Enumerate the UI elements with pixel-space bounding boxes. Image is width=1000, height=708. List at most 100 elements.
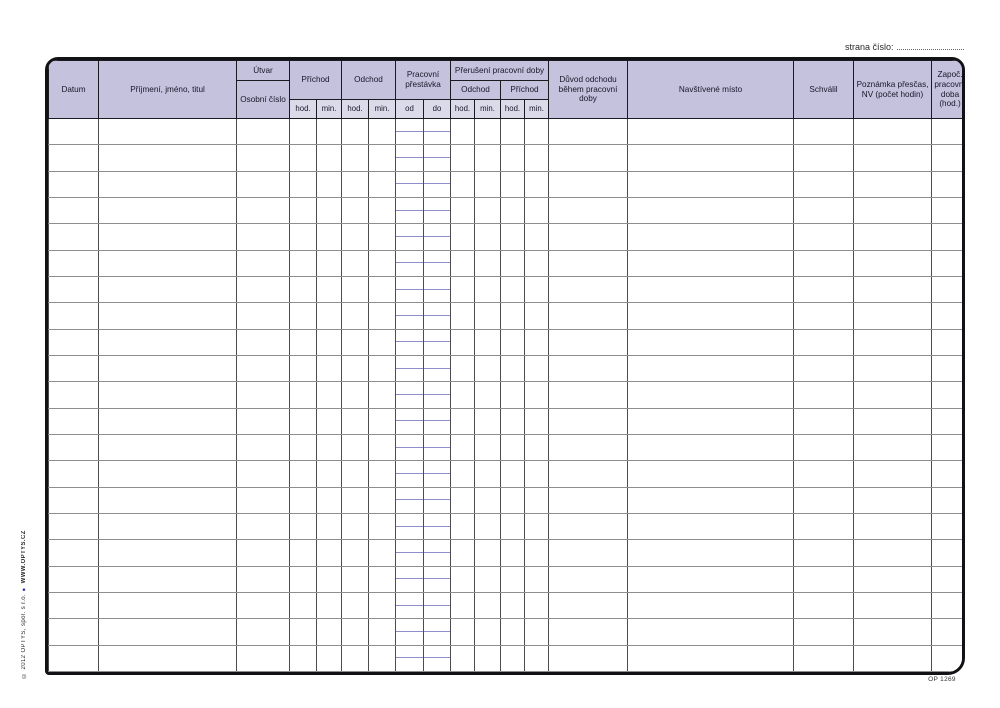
cell-preruseni-odchod-min bbox=[474, 223, 501, 251]
cell-schvalil bbox=[793, 644, 855, 672]
cell-duvod bbox=[548, 460, 629, 488]
cell-prichod-min bbox=[316, 433, 342, 462]
form-code: OP 1269 bbox=[928, 676, 956, 683]
cell-poznamka bbox=[853, 302, 933, 330]
cell-duvod bbox=[548, 117, 629, 146]
cell-preruseni-odchod-min bbox=[474, 460, 501, 488]
cell-prestavka-od bbox=[395, 381, 424, 409]
subcol-preruseni-odchod-min: min. bbox=[474, 99, 501, 119]
cell-preruseni-odchod-min bbox=[474, 381, 501, 409]
cell-zapoc bbox=[931, 486, 962, 514]
cell-preruseni-odchod-min bbox=[474, 354, 501, 383]
break-split-lines bbox=[396, 172, 423, 197]
cell-odchod-min bbox=[368, 460, 396, 488]
cell-prestavka-od bbox=[395, 512, 424, 541]
table-row bbox=[48, 618, 962, 646]
cell-zapoc bbox=[931, 196, 962, 225]
cell-preruseni-odchod-hod bbox=[450, 512, 475, 541]
cell-datum bbox=[48, 433, 99, 462]
attendance-table: Datum Příjmení, jméno, titul Útvar Přích… bbox=[48, 60, 962, 672]
cell-zapoc bbox=[931, 302, 962, 330]
cell-poznamka bbox=[853, 249, 933, 277]
break-split-lines bbox=[424, 145, 450, 170]
cell-poznamka bbox=[853, 196, 933, 225]
cell-odchod-min bbox=[368, 249, 396, 277]
cell-misto bbox=[627, 170, 795, 198]
table-row bbox=[48, 196, 962, 225]
cell-prichod-min bbox=[316, 354, 342, 383]
cell-prichod-hod bbox=[289, 381, 317, 409]
cell-preruseni-prichod-min bbox=[523, 407, 550, 435]
cell-preruseni-odchod-min bbox=[474, 433, 501, 462]
imprint-bullet-icon: ● bbox=[21, 585, 27, 592]
cell-duvod bbox=[548, 644, 629, 672]
cell-preruseni-prichod-hod bbox=[500, 275, 525, 304]
cell-odchod-hod bbox=[341, 460, 369, 488]
cell-preruseni-odchod-hod bbox=[450, 170, 475, 198]
cell-schvalil bbox=[793, 328, 855, 356]
cell-odchod-hod bbox=[341, 223, 369, 251]
cell-prestavka-do bbox=[423, 381, 451, 409]
cell-zapoc bbox=[931, 381, 962, 409]
cell-preruseni-prichod-hod bbox=[500, 512, 525, 541]
col-header-preruseni-prichod: Příchod bbox=[499, 80, 550, 100]
cell-datum bbox=[48, 381, 99, 409]
cell-prichod-min bbox=[316, 512, 342, 541]
cell-jmeno bbox=[98, 381, 237, 409]
cell-preruseni-prichod-hod bbox=[500, 591, 525, 620]
cell-poznamka bbox=[853, 381, 933, 409]
cell-osobni-cislo bbox=[236, 381, 290, 409]
cell-schvalil bbox=[793, 117, 855, 146]
cell-jmeno bbox=[98, 618, 237, 646]
table-row bbox=[48, 512, 962, 541]
break-split-lines bbox=[424, 382, 450, 407]
table-row bbox=[48, 249, 962, 277]
cell-datum bbox=[48, 170, 99, 198]
cell-jmeno bbox=[98, 644, 237, 672]
cell-odchod-min bbox=[368, 117, 396, 146]
cell-datum bbox=[48, 328, 99, 356]
cell-odchod-hod bbox=[341, 354, 369, 383]
cell-preruseni-prichod-min bbox=[523, 565, 550, 593]
cell-prestavka-do bbox=[423, 486, 451, 514]
cell-misto bbox=[627, 591, 795, 620]
cell-preruseni-odchod-min bbox=[474, 196, 501, 225]
break-split-lines bbox=[424, 619, 450, 644]
cell-jmeno bbox=[98, 196, 237, 225]
cell-preruseni-prichod-min bbox=[523, 354, 550, 383]
cell-preruseni-odchod-min bbox=[474, 565, 501, 593]
cell-osobni-cislo bbox=[236, 644, 290, 672]
cell-datum bbox=[48, 407, 99, 435]
cell-osobni-cislo bbox=[236, 591, 290, 620]
cell-preruseni-odchod-hod bbox=[450, 354, 475, 383]
cell-schvalil bbox=[793, 565, 855, 593]
cell-preruseni-prichod-hod bbox=[500, 249, 525, 277]
cell-prichod-hod bbox=[289, 486, 317, 514]
col-header-prestavka: Pracovní přestávka bbox=[395, 60, 451, 100]
cell-preruseni-odchod-min bbox=[474, 539, 501, 567]
cell-preruseni-prichod-min bbox=[523, 196, 550, 225]
cell-misto bbox=[627, 460, 795, 488]
cell-osobni-cislo bbox=[236, 196, 290, 225]
cell-schvalil bbox=[793, 275, 855, 304]
cell-prichod-min bbox=[316, 644, 342, 672]
cell-zapoc bbox=[931, 644, 962, 672]
cell-datum bbox=[48, 539, 99, 567]
cell-prestavka-od bbox=[395, 354, 424, 383]
cell-preruseni-odchod-hod bbox=[450, 302, 475, 330]
cell-misto bbox=[627, 644, 795, 672]
cell-prichod-min bbox=[316, 170, 342, 198]
cell-prestavka-do bbox=[423, 512, 451, 541]
cell-prestavka-do bbox=[423, 249, 451, 277]
cell-prichod-hod bbox=[289, 618, 317, 646]
cell-odchod-hod bbox=[341, 407, 369, 435]
cell-zapoc bbox=[931, 275, 962, 304]
col-header-preruseni: Přerušení pracovní doby bbox=[449, 60, 550, 81]
cell-preruseni-prichod-hod bbox=[500, 328, 525, 356]
cell-prestavka-od bbox=[395, 460, 424, 488]
cell-poznamka bbox=[853, 328, 933, 356]
cell-odchod-min bbox=[368, 170, 396, 198]
cell-poznamka bbox=[853, 460, 933, 488]
cell-poznamka bbox=[853, 591, 933, 620]
attendance-form-table-frame: Datum Příjmení, jméno, titul Útvar Přích… bbox=[45, 57, 965, 675]
